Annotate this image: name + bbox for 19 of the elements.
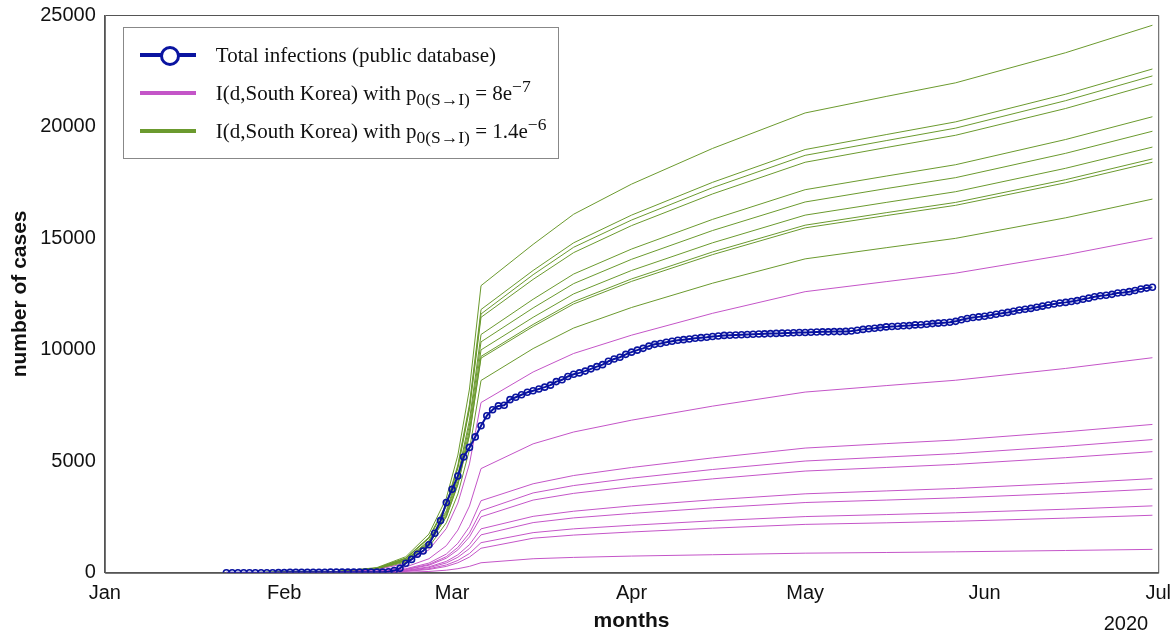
legend-label: I(d,South Korea) with p$_{0(S→I)}$ = 1.4e$^{−6}$: [215, 113, 547, 149]
y-tick-label: 25000: [40, 2, 96, 25]
x-tick-label: Mar: [434, 581, 470, 604]
x-tick-label: Apr: [615, 581, 648, 604]
x-axis-title: months: [593, 608, 670, 632]
x-tick-label: Jan: [88, 581, 121, 604]
y-tick-label: 20000: [40, 114, 96, 137]
legend-label: Total infections (public database): [215, 42, 496, 68]
x-tick-label: Jul: [1145, 581, 1172, 604]
y-tick-label: 0: [84, 560, 96, 583]
y-tick-label: 5000: [51, 448, 96, 471]
x-tick-label: Feb: [267, 581, 302, 604]
y-tick-label: 10000: [40, 337, 96, 360]
y-tick-label: 15000: [40, 225, 96, 248]
x-tick-label: Jun: [968, 581, 1001, 604]
y-axis-title: number of cases: [7, 210, 31, 378]
x-tick-label: May: [786, 581, 825, 604]
text: 2020: [1103, 611, 1149, 634]
legend-label: I(d,South Korea) with p$_{0(S→I)}$ = 8e$^{−7}$: [215, 75, 531, 111]
